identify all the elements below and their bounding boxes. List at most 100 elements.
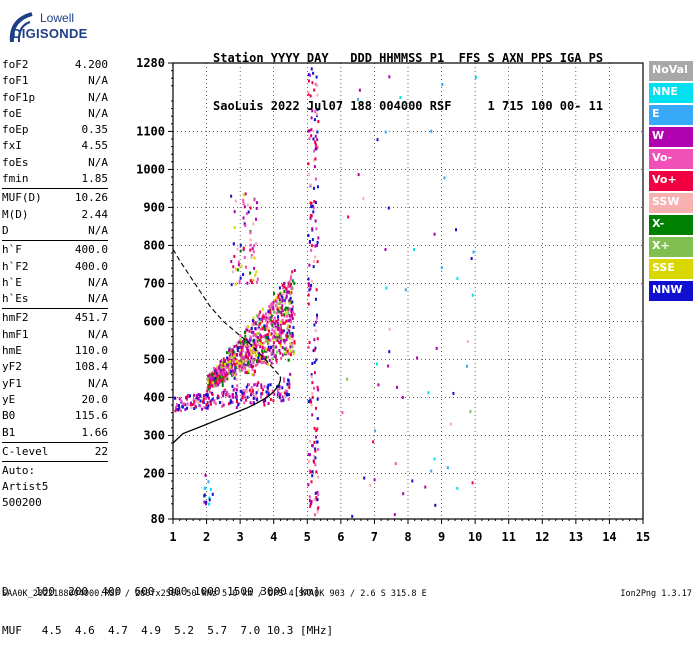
param-group-4: hmF2 451.7 hmF1 N/A hmE 110.0 yF2 108.4 yF1 N/A yE… bbox=[2, 310, 108, 440]
echo-point bbox=[267, 392, 270, 396]
echo-point bbox=[311, 470, 314, 474]
echo-point bbox=[199, 404, 202, 408]
echo-point bbox=[269, 317, 272, 321]
echo-point bbox=[261, 392, 264, 396]
divider bbox=[2, 188, 108, 190]
echo-point bbox=[276, 335, 279, 339]
param-value: 0.35 bbox=[81, 123, 109, 137]
echo-point bbox=[314, 140, 317, 144]
echo-point bbox=[283, 313, 286, 317]
echo-point bbox=[262, 357, 265, 361]
echo-point bbox=[217, 373, 220, 377]
echo-point bbox=[230, 366, 233, 370]
echo-point bbox=[289, 333, 292, 337]
echo-point bbox=[265, 390, 268, 394]
echo-point bbox=[240, 352, 243, 356]
echo-point bbox=[243, 365, 246, 369]
echo-point bbox=[286, 382, 289, 386]
echo-point bbox=[317, 120, 320, 124]
echo-point bbox=[250, 392, 253, 396]
echo-point bbox=[267, 338, 270, 342]
echo-point bbox=[209, 380, 212, 384]
echo-point bbox=[236, 359, 239, 363]
echo-point bbox=[313, 460, 316, 464]
echo-point bbox=[186, 406, 189, 410]
echo-point bbox=[279, 320, 282, 324]
echo-point bbox=[230, 400, 233, 404]
echo-point bbox=[248, 350, 251, 354]
echo-point bbox=[433, 232, 436, 236]
echo-point bbox=[317, 475, 320, 479]
echo-point bbox=[202, 394, 205, 398]
echo-point bbox=[274, 327, 277, 331]
echo-point bbox=[311, 395, 314, 399]
echo-point bbox=[264, 336, 267, 340]
echo-point bbox=[255, 337, 258, 341]
echo-point bbox=[311, 81, 314, 85]
param-row: MUF(D) 10.26 bbox=[2, 190, 108, 206]
echo-point bbox=[363, 476, 366, 480]
echo-point bbox=[314, 244, 317, 248]
echo-point bbox=[227, 402, 230, 406]
echo-point bbox=[235, 372, 238, 376]
echo-point bbox=[272, 303, 275, 307]
echo-point bbox=[281, 331, 284, 335]
echo-point bbox=[312, 210, 315, 214]
echo-point bbox=[254, 363, 257, 367]
echo-point bbox=[449, 422, 452, 426]
echo-point bbox=[220, 379, 223, 383]
echo-point bbox=[315, 496, 318, 500]
echo-point bbox=[288, 329, 291, 333]
echo-point bbox=[189, 403, 192, 407]
echo-point bbox=[315, 288, 318, 292]
echo-point bbox=[283, 321, 286, 325]
echo-point bbox=[287, 378, 290, 382]
echo-point bbox=[207, 375, 210, 379]
echo-point bbox=[286, 349, 289, 353]
echo-point bbox=[174, 405, 177, 409]
echo-point bbox=[313, 338, 316, 342]
version-label: Ion2Png 1.3.17 bbox=[620, 589, 692, 599]
echo-point bbox=[385, 286, 388, 290]
echo-point bbox=[249, 338, 252, 342]
echo-point bbox=[213, 400, 216, 404]
echo-point bbox=[316, 112, 319, 116]
header-line-1: Station YYYY DAY DDD HHMMSS P1 FFS S AXN… bbox=[213, 51, 604, 65]
echo-point bbox=[310, 128, 313, 132]
echo-point bbox=[220, 363, 223, 367]
echo-point bbox=[210, 402, 213, 406]
echo-point bbox=[222, 394, 225, 398]
echo-point bbox=[218, 401, 221, 405]
logo-arc-icon bbox=[9, 12, 33, 43]
echo-point bbox=[399, 95, 402, 99]
echo-point bbox=[279, 292, 282, 296]
echo-point bbox=[309, 287, 312, 291]
echo-point bbox=[223, 364, 226, 368]
echo-point bbox=[280, 399, 283, 403]
echo-point bbox=[224, 362, 227, 366]
echo-point bbox=[250, 336, 253, 340]
echo-point bbox=[316, 130, 319, 134]
echo-point bbox=[230, 347, 233, 351]
echo-point bbox=[183, 402, 186, 406]
echo-point bbox=[212, 378, 215, 382]
echo-point bbox=[310, 116, 313, 120]
echo-point bbox=[280, 356, 283, 360]
echo-point bbox=[208, 496, 211, 500]
x-tick-label: 3 bbox=[237, 530, 244, 544]
dashed-profile-line bbox=[172, 248, 281, 377]
echo-point bbox=[214, 376, 217, 380]
echo-point bbox=[232, 395, 235, 399]
echo-point bbox=[251, 372, 254, 376]
echo-point bbox=[215, 384, 218, 388]
echo-point bbox=[245, 337, 248, 341]
echo-point bbox=[270, 319, 273, 323]
echo-point bbox=[257, 351, 260, 355]
echo-point bbox=[222, 403, 225, 407]
echo-point bbox=[199, 394, 202, 398]
echo-point bbox=[314, 463, 317, 467]
echo-point bbox=[279, 393, 282, 397]
echo-point bbox=[281, 386, 284, 390]
echo-point bbox=[251, 388, 254, 392]
echo-point bbox=[316, 397, 319, 401]
